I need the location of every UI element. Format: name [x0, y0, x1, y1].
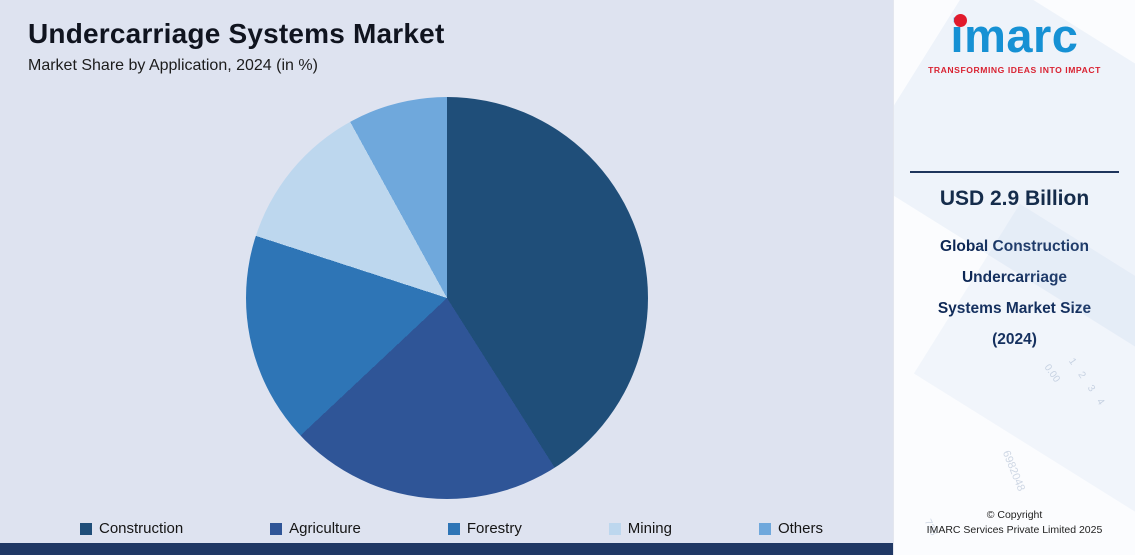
pie-area — [0, 75, 893, 520]
imarc-logo: imarc — [951, 12, 1079, 59]
market-size-value: USD 2.9 Billion — [939, 187, 1090, 210]
legend-item-construction: Construction — [80, 520, 183, 537]
logo-red-dot-icon — [953, 14, 967, 27]
chart-title: Undercarriage Systems Market — [28, 18, 445, 49]
legend-swatch-forestry — [447, 522, 460, 535]
legend-swatch-mining — [608, 522, 621, 535]
legend-swatch-agriculture — [270, 522, 283, 535]
market-size-label-line: Undercarriage — [961, 269, 1068, 286]
copyright-notice: © Copyright IMARC Services Private Limit… — [894, 508, 1135, 540]
copyright-line1: © Copyright — [986, 508, 1043, 521]
brand-tagline: TRANSFORMING IDEAS INTO IMPACT — [928, 65, 1101, 75]
chart-legend: Construction Agriculture Forestry Mining… — [0, 520, 893, 537]
market-size-label: Global Construction Undercarriage System… — [910, 231, 1119, 355]
main-chart-area: Undercarriage Systems Market Market Shar… — [0, 0, 893, 555]
legend-swatch-construction — [80, 522, 92, 535]
brand-panel: 0.00 1 2 3 4 6982048 728 imarc TRANSFORM… — [893, 0, 1135, 555]
market-size-block: USD 2.9 Billion Global Construction Unde… — [910, 171, 1119, 355]
watermark-number: 6982048 — [1000, 448, 1028, 494]
pie-chart — [245, 96, 648, 499]
legend-item-mining: Mining — [608, 520, 672, 537]
chart-subtitle: Market Share by Application, 2024 (in %) — [28, 57, 318, 74]
footer-bar — [0, 543, 893, 555]
legend-label: Construction — [99, 520, 184, 537]
legend-label: Forestry — [466, 520, 522, 537]
market-size-label-line: Global Construction — [940, 238, 1089, 255]
legend-label: Others — [777, 520, 823, 537]
brand-block: imarc TRANSFORMING IDEAS INTO IMPACT — [894, 0, 1135, 75]
legend-item-others: Others — [758, 520, 823, 537]
legend-item-forestry: Forestry — [447, 520, 522, 537]
legend-label: Mining — [627, 520, 672, 537]
legend-item-agriculture: Agriculture — [270, 520, 361, 537]
legend-label: Agriculture — [289, 520, 361, 537]
market-size-label-line: Systems Market Size — [937, 300, 1092, 317]
market-size-label-line: (2024) — [992, 331, 1037, 348]
title-block: Undercarriage Systems Market Market Shar… — [0, 0, 893, 75]
imarc-logo-text: imarc — [950, 9, 1079, 62]
legend-swatch-others — [758, 522, 771, 535]
copyright-line2: IMARC Services Private Limited 2025 — [926, 524, 1103, 537]
